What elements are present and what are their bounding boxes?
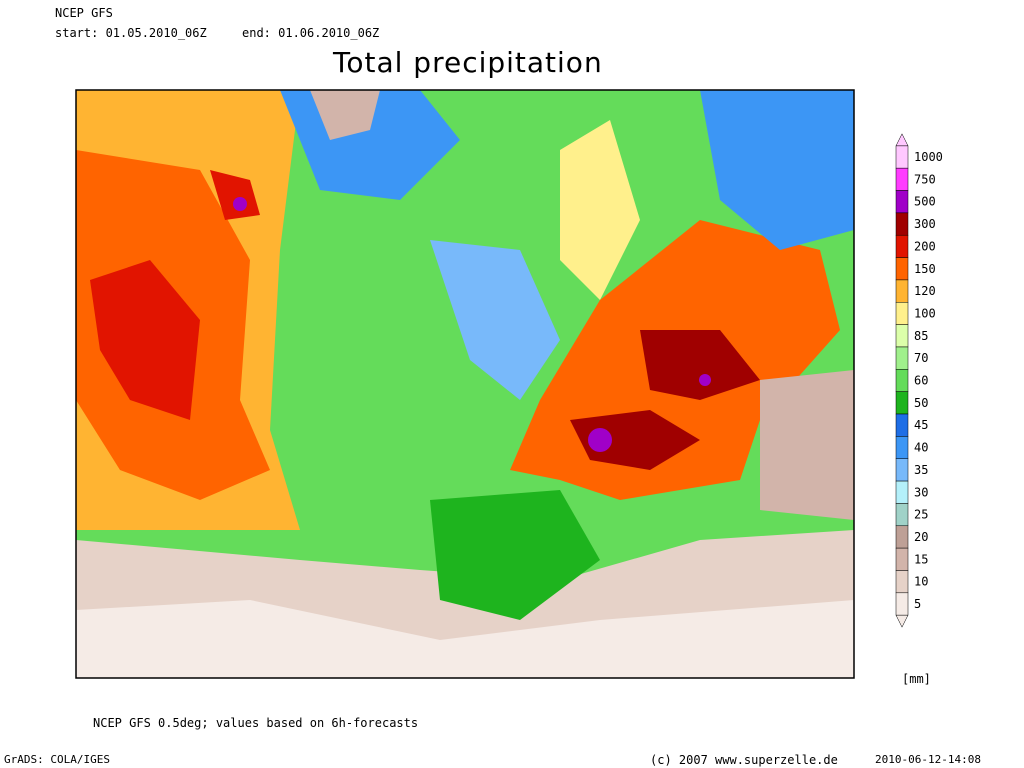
legend-label: 70	[914, 351, 928, 365]
legend-swatch	[895, 391, 909, 415]
legend-label: 200	[914, 239, 936, 253]
legend-label: 500	[914, 195, 936, 209]
copyright: (c) 2007 www.superzelle.de	[650, 753, 838, 767]
legend-label: 20	[914, 530, 928, 544]
legend-swatch	[895, 413, 909, 437]
legend-label: 50	[914, 396, 928, 410]
legend-swatch	[895, 346, 909, 370]
model-label: NCEP GFS	[55, 6, 113, 20]
legend-label: 40	[914, 441, 928, 455]
footer-note: NCEP GFS 0.5deg; values based on 6h-fore…	[93, 716, 419, 730]
legend-arrow-bottom	[895, 614, 909, 628]
legend-label: 85	[914, 329, 928, 343]
legend-swatch	[895, 436, 909, 459]
legend-label: 45	[914, 418, 928, 432]
legend-label: 100	[914, 306, 936, 320]
precip-field	[76, 90, 854, 678]
legend-swatch	[895, 167, 909, 191]
legend-label: 15	[914, 552, 928, 566]
legend-label: 25	[914, 508, 928, 522]
map-frame	[75, 89, 855, 679]
legend-swatch	[895, 570, 909, 594]
legend-swatch	[895, 212, 909, 236]
legend-label: 300	[914, 217, 936, 231]
legend-swatch	[895, 369, 909, 392]
legend-label: 30	[914, 485, 928, 499]
map-title: Total precipitation	[333, 46, 603, 79]
legend-label: 120	[914, 284, 936, 298]
start-label: start: 01.05.2010_06Z	[55, 26, 207, 40]
legend-swatch	[895, 458, 909, 482]
legend-swatch	[895, 302, 909, 325]
legend-swatch	[895, 547, 909, 571]
end-label: end: 01.06.2010_06Z	[242, 26, 380, 40]
legend-swatch	[895, 190, 909, 214]
legend-arrow-top	[895, 133, 909, 147]
legend-label: 60	[914, 374, 928, 388]
legend-label: 750	[914, 172, 936, 186]
legend-label: 1000	[914, 150, 943, 164]
legend-label: 5	[914, 597, 921, 611]
legend-swatch	[895, 145, 909, 169]
legend-swatch	[895, 234, 909, 258]
software-label: GrADS: COLA/IGES	[4, 753, 110, 766]
legend-swatch	[895, 257, 909, 281]
legend-swatch	[895, 480, 909, 504]
legend-swatch	[895, 279, 909, 303]
timestamp: 2010-06-12-14:08	[875, 753, 981, 766]
legend-swatch	[895, 324, 909, 348]
legend-label: 35	[914, 463, 928, 477]
legend-label: 150	[914, 262, 936, 276]
legend-swatch	[895, 525, 909, 549]
legend-label: 10	[914, 575, 928, 589]
unit-label: [mm]	[902, 672, 931, 686]
legend-swatch	[895, 592, 909, 616]
color-legend: 1000 750 500 300 200 150 120 100 85 70 60 50 45 40 35 3…	[895, 133, 943, 628]
legend-swatch	[895, 503, 909, 527]
